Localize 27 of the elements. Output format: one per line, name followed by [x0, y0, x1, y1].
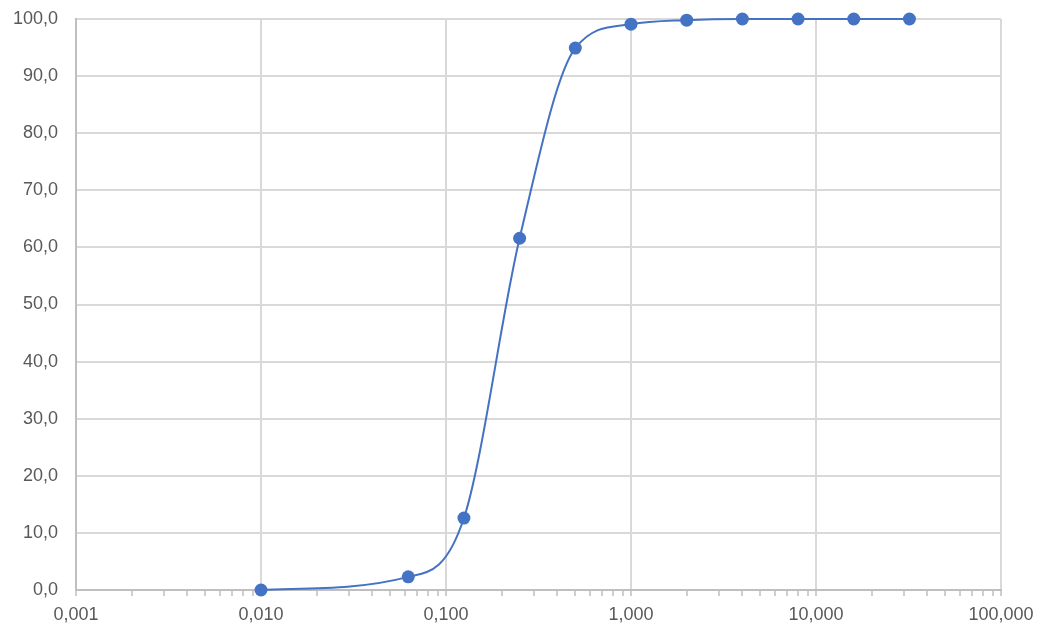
y-tick-label: 0,0 — [32, 578, 58, 599]
point — [513, 231, 527, 245]
y-tick-label: 70,0 — [22, 179, 58, 200]
y-tick-label: 100,0 — [12, 7, 58, 28]
x-tick-label: 1,000 — [608, 603, 654, 624]
x-tick-label: 0,001 — [53, 603, 99, 624]
x-tick-label: 0,100 — [423, 603, 469, 624]
y-tick-label: 60,0 — [22, 236, 58, 257]
y-tick-label: 80,0 — [22, 122, 58, 143]
point — [624, 17, 638, 31]
y-tick-label: 90,0 — [22, 65, 58, 86]
x-tick-label: 0,010 — [238, 603, 284, 624]
point — [791, 12, 805, 26]
x-tick-label: 100,000 — [968, 603, 1034, 624]
point — [680, 13, 694, 27]
y-tick-label: 40,0 — [22, 350, 58, 371]
point — [902, 12, 916, 26]
point — [735, 12, 749, 26]
y-tick-label: 30,0 — [22, 407, 58, 428]
y-tick-label: 50,0 — [22, 293, 58, 314]
point — [847, 12, 861, 26]
y-tick-label: 20,0 — [22, 464, 58, 485]
point — [457, 511, 471, 525]
x-tick-label: 10,000 — [788, 603, 844, 624]
point — [568, 41, 582, 55]
point — [401, 570, 415, 584]
y-tick-label: 10,0 — [22, 521, 58, 542]
